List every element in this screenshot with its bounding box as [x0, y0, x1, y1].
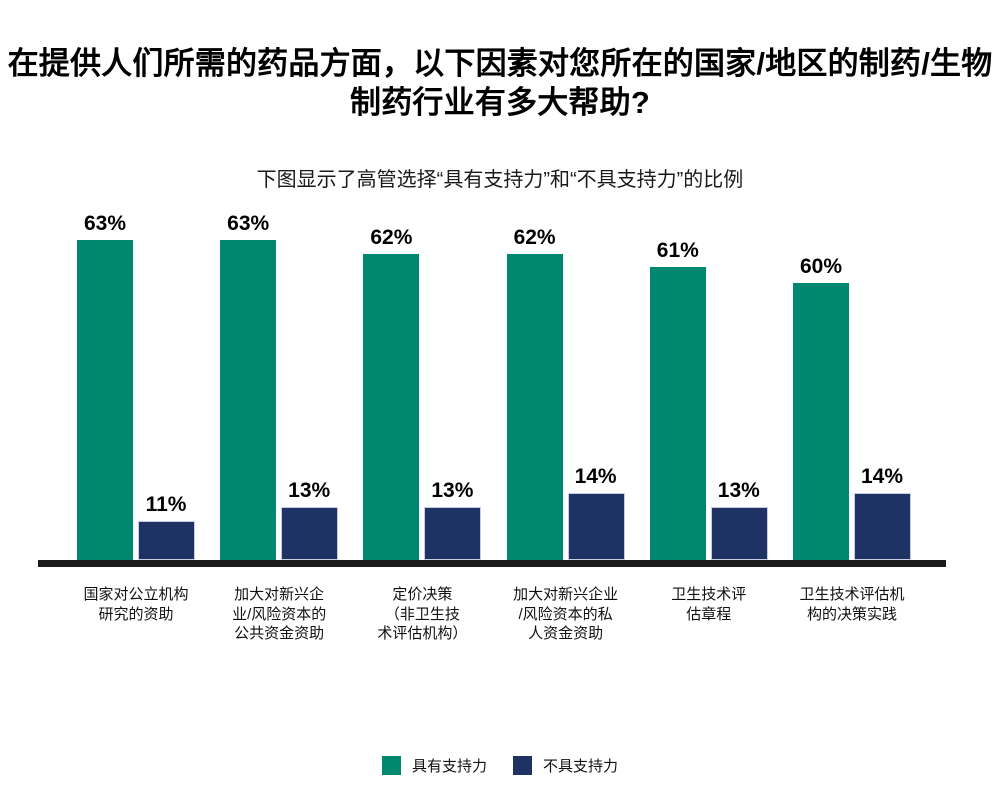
oppose-bar: [567, 493, 625, 560]
legend-item-oppose: 不具支持力: [513, 755, 618, 776]
oppose-bar: [281, 507, 339, 560]
support-value-label: 60%: [799, 255, 843, 278]
category-label-line: 研究的资助: [98, 605, 174, 623]
oppose-value-label: 14%: [860, 465, 904, 488]
chart-title: 在提供人们所需的药品方面，以下因素对您所在的国家/地区的制药/生物 制药行业有多…: [0, 44, 1000, 122]
chart-subtitle: 下图显示了高管选择“具有支持力”和“不具支持力”的比例: [256, 169, 744, 191]
category-label: 加大对新兴企业 /风险资本的私 人资金资助: [481, 585, 651, 644]
support-value-label: 62%: [513, 226, 556, 249]
support-bar: [506, 254, 563, 560]
category-label: 国家对公立机构 研究的资助: [51, 585, 221, 624]
oppose-swatch-icon: [513, 756, 532, 775]
x-axis-baseline: [38, 560, 946, 567]
legend-label-oppose: 不具支持力: [543, 758, 619, 775]
category-label-line: 卫生技术评: [671, 586, 747, 603]
category-label-line: 估章程: [686, 605, 732, 623]
category-label: 定价决策 （非卫生技 术评估机构）: [337, 585, 507, 644]
category-label-line: 业/风险资本的: [232, 605, 327, 623]
oppose-bar: [854, 493, 911, 560]
chart-title-line-2: 制药行业有多大帮助?: [350, 85, 650, 120]
legend-item-support: 具有支持力: [381, 755, 487, 776]
oppose-value-label: 13%: [431, 479, 474, 502]
support-value-label: 63%: [83, 212, 127, 235]
chart-title-line-1: 在提供人们所需的药品方面，以下因素对您所在的国家/地区的制药/生物: [7, 46, 993, 81]
support-bar: [649, 267, 706, 560]
category-label-line: 加大对新兴企: [234, 586, 325, 603]
category-label-line: 加大对新兴企业: [513, 586, 619, 603]
category-label: 卫生技术评估机 构的决策实践: [767, 585, 937, 624]
oppose-value-label: 13%: [717, 479, 760, 502]
category-label-line: 构的决策实践: [806, 605, 897, 623]
category-label-line: 卫生技术评估机: [799, 586, 905, 603]
category-label-line: 人资金资助: [528, 625, 604, 642]
support-value-label: 63%: [227, 212, 270, 235]
oppose-value-label: 11%: [145, 493, 187, 516]
oppose-value-label: 13%: [288, 479, 331, 502]
support-bar: [220, 240, 277, 560]
chart-legend: 具有支持力 不具支持力: [0, 755, 1000, 776]
support-bar: [793, 283, 849, 560]
category-label: 加大对新兴企 业/风险资本的 公共资金资助: [194, 585, 364, 644]
oppose-bar: [138, 521, 195, 560]
support-bar: [77, 240, 133, 560]
support-swatch-icon: [381, 756, 401, 775]
category-label-line: /风险资本的私: [518, 605, 613, 623]
legend-label-support: 具有支持力: [411, 758, 487, 775]
support-bar: [363, 254, 420, 560]
category-label-line: 国家对公立机构: [83, 586, 189, 603]
support-value-label: 62%: [370, 226, 413, 249]
support-value-label: 61%: [656, 239, 699, 262]
category-label-line: （非卫生技: [384, 605, 460, 623]
category-label: 卫生技术评 估章程: [624, 585, 794, 624]
category-label-line: 定价决策: [392, 586, 453, 603]
category-label-line: 公共资金资助: [234, 625, 325, 642]
oppose-bar: [710, 507, 768, 560]
oppose-value-label: 14%: [574, 465, 617, 488]
category-label-line: 术评估机构）: [377, 625, 468, 642]
oppose-bar: [424, 507, 482, 560]
